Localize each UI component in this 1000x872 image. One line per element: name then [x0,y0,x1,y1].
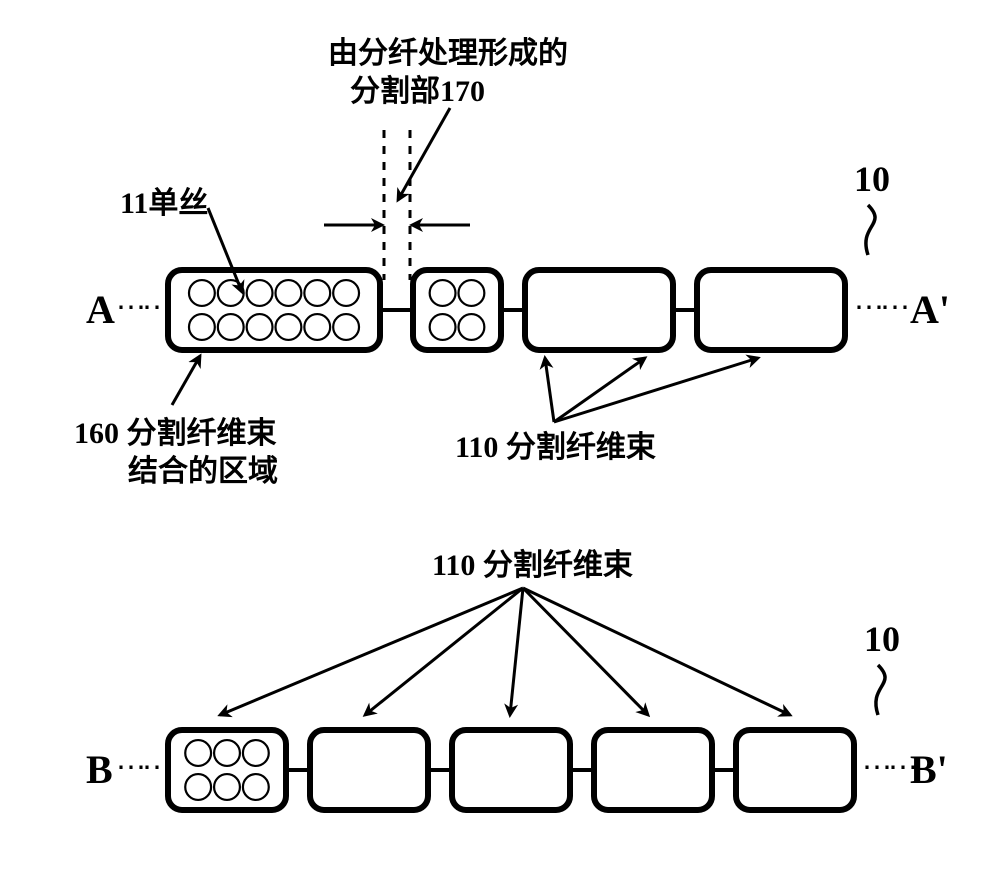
axis-B-dots-right: ⋯⋯ [862,750,914,785]
monofilament-circle [243,774,269,800]
axis-B: B [86,746,113,793]
monofilament-circle [247,280,273,306]
ref10-bottom: 10 [864,618,900,660]
monofilament-circle [304,280,330,306]
monofilament-circle [214,740,240,766]
axis-A-dots-left: ⋯⋯ [116,290,168,325]
monofilament-circle [185,740,211,766]
monofilament-circle [276,314,302,340]
axis-B-dots-left: ⋯⋯ [116,750,168,785]
fiber-bundle-box [697,270,845,350]
ref10-top: 10 [854,158,890,200]
monofilament-circle [218,314,244,340]
monofilament-circle [214,774,240,800]
monofilament-circle [304,314,330,340]
axis-A: A [86,286,115,333]
fiber-bundle-box [525,270,673,350]
top-title-line2: 分割部170 [350,66,485,110]
monofilament-circle [276,280,302,306]
axis-Bprime: B' [910,746,948,793]
fiber-bundle-box [310,730,428,810]
monofilament-circle [459,280,485,306]
axis-A-dots-right: ⋯⋯ [854,290,906,325]
monofilament-circle [189,280,215,306]
monofilament-circle [430,280,456,306]
fiber-bundle-box [736,730,854,810]
monofilament-circle [189,314,215,340]
label-110-top: 110 分割纤维束 [455,422,656,466]
label-160-line2: 结合的区域 [128,446,278,490]
label-110-mid: 110 分割纤维束 [432,540,633,584]
monofilament-circle [430,314,456,340]
monofilament-circle [459,314,485,340]
label-monofilament: 11单丝 [120,178,208,222]
fiber-bundle-box [452,730,570,810]
fiber-bundle-box [413,270,501,350]
monofilament-circle [333,280,359,306]
fiber-bundle-box [594,730,712,810]
monofilament-circle [247,314,273,340]
axis-Aprime: A' [910,286,950,333]
monofilament-circle [185,774,211,800]
monofilament-circle [333,314,359,340]
monofilament-circle [243,740,269,766]
